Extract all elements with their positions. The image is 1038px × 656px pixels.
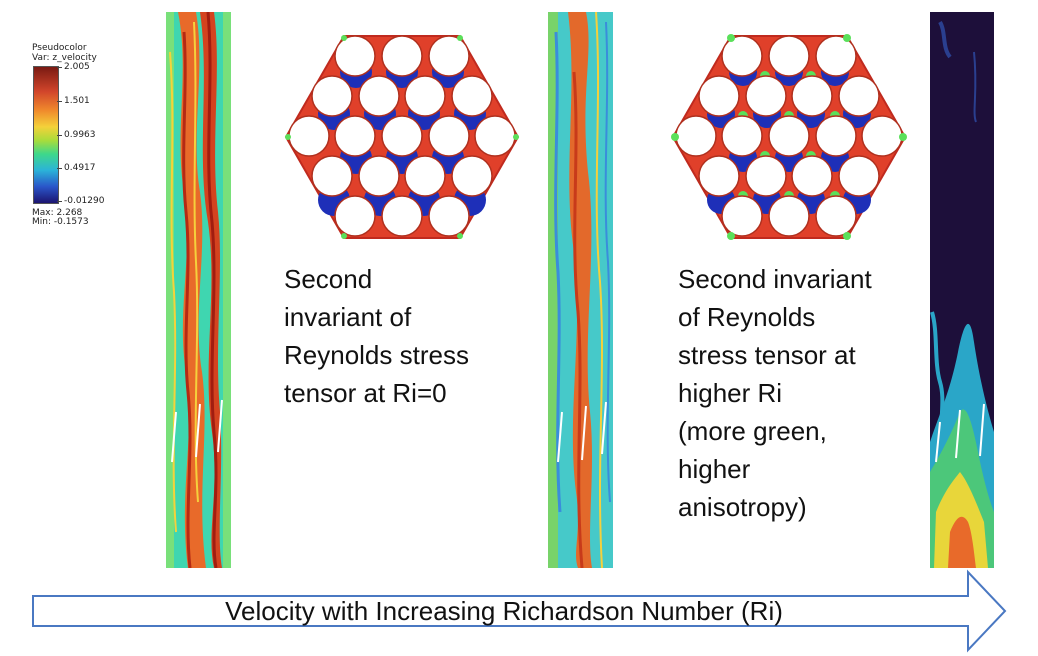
caption-higher-ri: Second invariant of Reynolds stress tens… — [678, 260, 872, 526]
tick-label: 2.005 — [64, 62, 90, 72]
tick-mark — [57, 201, 62, 202]
colorbar — [33, 66, 59, 204]
caption-line: anisotropy) — [678, 492, 807, 522]
caption-line: Reynolds stress — [284, 340, 469, 370]
tick-mark — [57, 168, 62, 169]
tick-mark — [57, 67, 62, 68]
caption-line: higher — [678, 454, 751, 484]
caption-line: Second — [284, 264, 373, 294]
tick-mark — [57, 135, 62, 136]
tick-mark — [57, 101, 62, 102]
caption-line: invariant of — [284, 302, 412, 332]
caption-ri0: Second invariant of Reynolds stress tens… — [284, 260, 469, 412]
velocity-strip-ri0 — [166, 12, 231, 568]
tick-label: 0.9963 — [64, 130, 96, 140]
tick-label: 1.501 — [64, 96, 90, 106]
arrow-label: Velocity with Increasing Richardson Numb… — [225, 596, 783, 626]
velocity-strip-high-ri — [930, 12, 994, 568]
caption-line: higher Ri — [678, 378, 783, 408]
legend-title: Pseudocolor — [32, 43, 87, 53]
caption-line: of Reynolds — [678, 302, 816, 332]
rod-bundle-cross-section-higher-ri — [671, 34, 907, 240]
legend-max: Max: 2.268 — [32, 208, 83, 218]
legend-variable: Var: z_velocity — [32, 53, 97, 63]
caption-line: tensor at Ri=0 — [284, 378, 447, 408]
legend-min: Min: -0.1573 — [32, 217, 89, 227]
rod-bundle-cross-section-ri0 — [284, 35, 520, 239]
caption-line: Second invariant — [678, 264, 872, 294]
tick-label: 0.4917 — [64, 163, 96, 173]
caption-line: stress tensor at — [678, 340, 856, 370]
tick-label: -0.01290 — [64, 196, 105, 206]
caption-line: (more green, — [678, 416, 827, 446]
increasing-ri-arrow — [32, 569, 1007, 653]
velocity-strip-mid-ri — [548, 12, 613, 568]
